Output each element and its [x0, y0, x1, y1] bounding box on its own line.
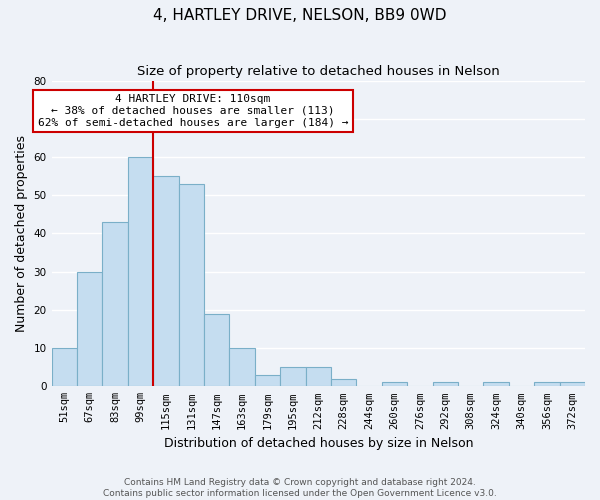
Bar	[77, 272, 103, 386]
Bar	[331, 378, 356, 386]
X-axis label: Distribution of detached houses by size in Nelson: Distribution of detached houses by size …	[164, 437, 473, 450]
Bar	[560, 382, 585, 386]
Bar	[153, 176, 179, 386]
Bar	[305, 367, 331, 386]
Text: 4 HARTLEY DRIVE: 110sqm
← 38% of detached houses are smaller (113)
62% of semi-d: 4 HARTLEY DRIVE: 110sqm ← 38% of detache…	[38, 94, 348, 128]
Title: Size of property relative to detached houses in Nelson: Size of property relative to detached ho…	[137, 65, 500, 78]
Bar	[382, 382, 407, 386]
Bar	[128, 157, 153, 386]
Bar	[229, 348, 255, 387]
Bar	[280, 367, 305, 386]
Bar	[433, 382, 458, 386]
Y-axis label: Number of detached properties: Number of detached properties	[15, 135, 28, 332]
Bar	[484, 382, 509, 386]
Text: 4, HARTLEY DRIVE, NELSON, BB9 0WD: 4, HARTLEY DRIVE, NELSON, BB9 0WD	[153, 8, 447, 22]
Bar	[534, 382, 560, 386]
Bar	[52, 348, 77, 387]
Bar	[204, 314, 229, 386]
Text: Contains HM Land Registry data © Crown copyright and database right 2024.
Contai: Contains HM Land Registry data © Crown c…	[103, 478, 497, 498]
Bar	[103, 222, 128, 386]
Bar	[255, 375, 280, 386]
Bar	[179, 184, 204, 386]
